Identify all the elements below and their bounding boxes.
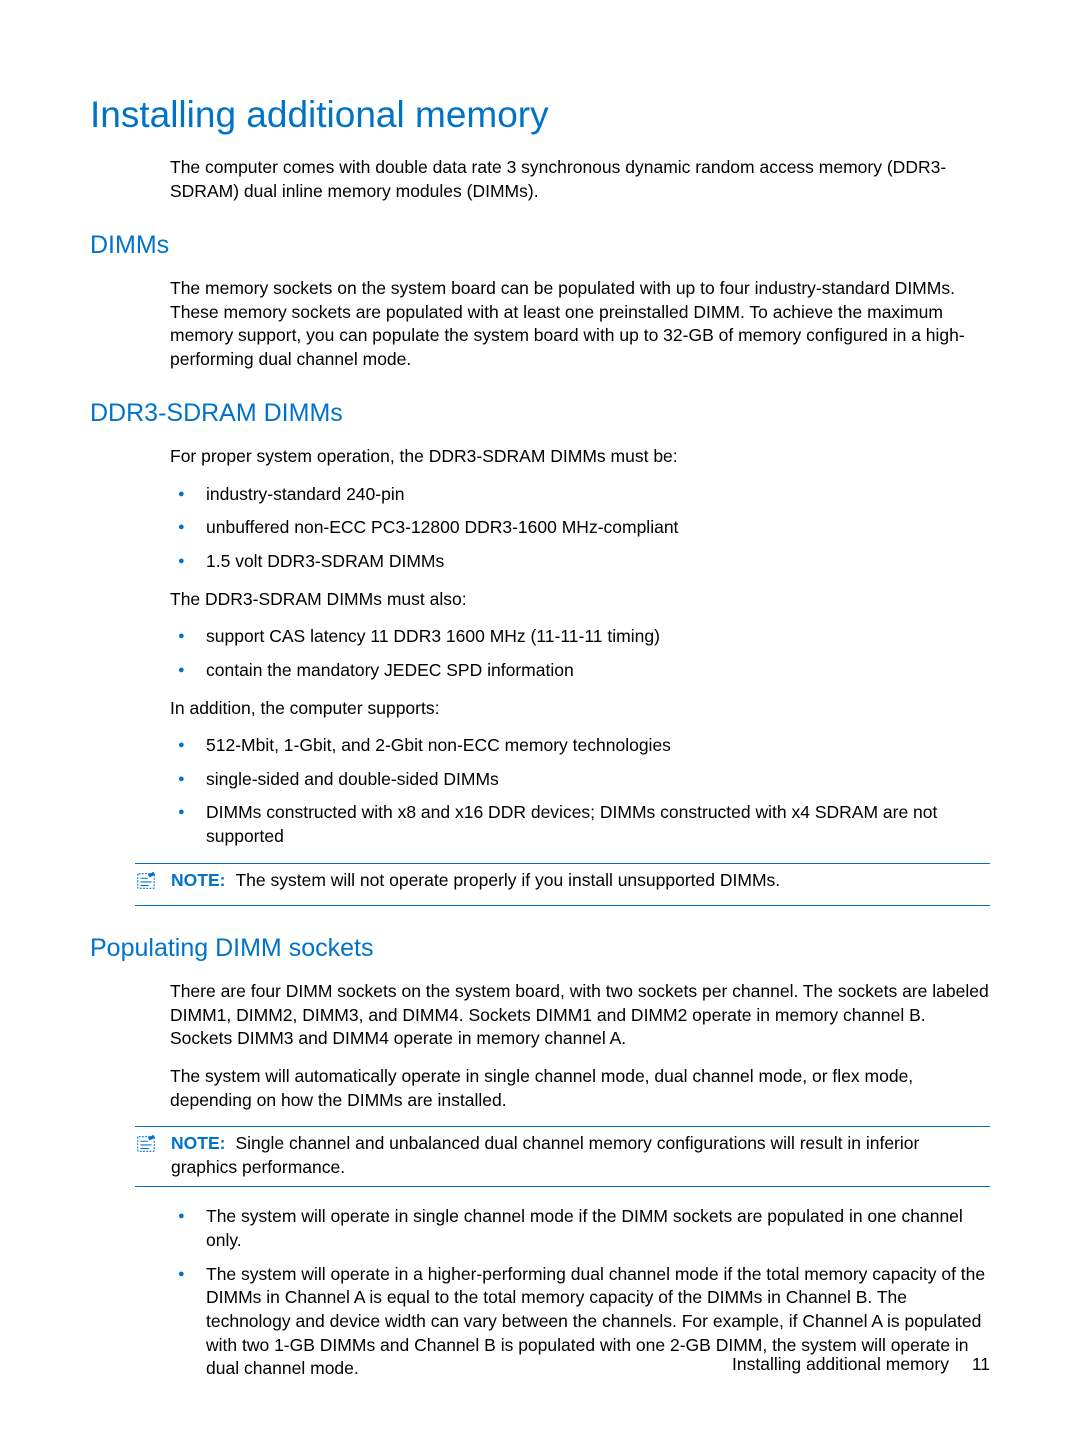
list-item: unbuffered non-ECC PC3-12800 DDR3-1600 M… <box>170 516 990 540</box>
populating-heading: Populating DIMM sockets <box>90 932 990 966</box>
page-number: 11 <box>972 1354 990 1374</box>
ddr3-p2: The DDR3-SDRAM DIMMs must also: <box>170 588 990 612</box>
page-footer: Installing additional memory 11 <box>732 1353 990 1377</box>
list-item: DIMMs constructed with x8 and x16 DDR de… <box>170 801 990 848</box>
dimms-body: The memory sockets on the system board c… <box>170 277 990 372</box>
footer-text: Installing additional memory <box>732 1354 949 1374</box>
ddr3-list3: 512-Mbit, 1-Gbit, and 2-Gbit non-ECC mem… <box>170 734 990 849</box>
ddr3-heading: DDR3-SDRAM DIMMs <box>90 397 990 431</box>
populating-p2: The system will automatically operate in… <box>170 1065 990 1112</box>
list-item: 512-Mbit, 1-Gbit, and 2-Gbit non-ECC mem… <box>170 734 990 758</box>
ddr3-p3: In addition, the computer supports: <box>170 697 990 721</box>
dimms-heading: DIMMs <box>90 229 990 263</box>
ddr3-list1: industry-standard 240-pin unbuffered non… <box>170 483 990 574</box>
note-icon <box>135 870 157 899</box>
ddr3-note: NOTE: The system will not operate properl… <box>135 863 990 907</box>
ddr3-p1: For proper system operation, the DDR3-SD… <box>170 445 990 469</box>
note-text: The system will not operate properly if … <box>235 870 780 890</box>
note-icon <box>135 1133 157 1162</box>
note-text: Single channel and unbalanced dual chann… <box>171 1133 919 1177</box>
populating-p1: There are four DIMM sockets on the syste… <box>170 980 990 1051</box>
page-title: Installing additional memory <box>90 90 990 140</box>
list-item: industry-standard 240-pin <box>170 483 990 507</box>
document-page: Installing additional memory The compute… <box>0 0 1080 1445</box>
populating-note: NOTE:Single channel and unbalanced dual … <box>135 1126 990 1187</box>
list-item: 1.5 volt DDR3-SDRAM DIMMs <box>170 550 990 574</box>
note-content: NOTE:Single channel and unbalanced dual … <box>161 1132 990 1179</box>
list-item: support CAS latency 11 DDR3 1600 MHz (11… <box>170 625 990 649</box>
intro-paragraph: The computer comes with double data rate… <box>170 156 990 203</box>
list-item: contain the mandatory JEDEC SPD informat… <box>170 659 990 683</box>
note-label: NOTE: <box>171 1133 225 1153</box>
list-item: single-sided and double-sided DIMMs <box>170 768 990 792</box>
note-label: NOTE: <box>171 870 225 890</box>
list-item: The system will operate in single channe… <box>170 1205 990 1252</box>
ddr3-list2: support CAS latency 11 DDR3 1600 MHz (11… <box>170 625 990 682</box>
note-content: NOTE: The system will not operate properl… <box>161 869 990 893</box>
